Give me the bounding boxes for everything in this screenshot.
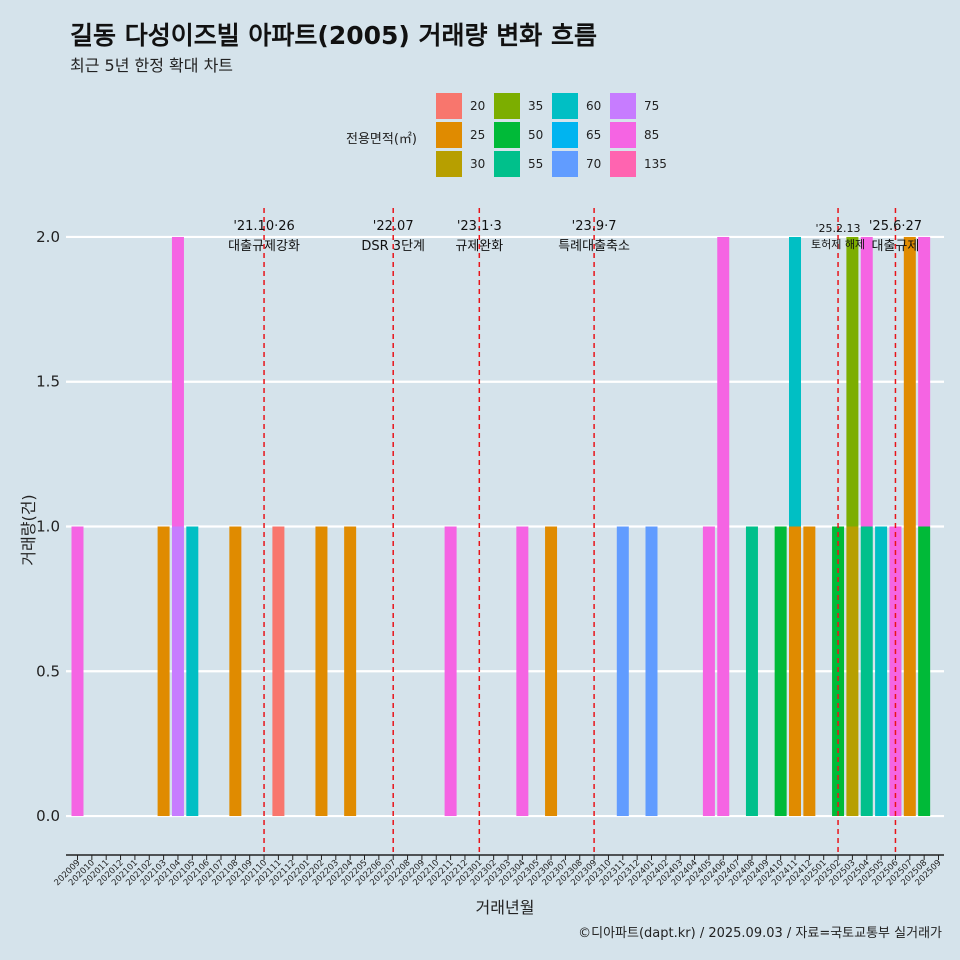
legend-swatch (552, 122, 578, 148)
legend-label: 75 (644, 99, 660, 113)
legend-label: 85 (644, 128, 660, 142)
y-tick-label: 0.0 (36, 807, 60, 825)
bar-50-202508 (918, 526, 931, 817)
event-label: 특례대출축소 (558, 239, 630, 254)
source-caption: ©디아파트(dapt.kr) / 2025.09.03 / 자료=국토교통부 실… (578, 926, 942, 941)
y-tick-label: 0.5 (36, 662, 60, 680)
legend-swatch (436, 122, 462, 148)
event-label: 대출규제강화 (228, 239, 300, 254)
event-date: '25.2.13 (816, 222, 861, 235)
bar-55-202504 (860, 526, 873, 817)
legend-label: 70 (586, 157, 602, 171)
bar-85-202406 (717, 236, 730, 817)
bar-85-202405 (702, 526, 715, 817)
event-date: '25.6·27 (869, 219, 922, 234)
legend-swatch (552, 151, 578, 177)
bar-75-202104 (171, 526, 184, 817)
y-tick-label: 1.5 (36, 373, 60, 391)
legend-swatch (436, 93, 462, 119)
event-date: '23.1·3 (457, 219, 502, 234)
event-label: 대출규제 (872, 239, 920, 254)
legend-swatch (552, 93, 578, 119)
legend: 20 25 30 35 50 55 60 65 70 75 85 135 (436, 93, 696, 183)
bar-70-202401 (645, 526, 658, 817)
bar-60-202505 (875, 526, 888, 817)
bar-85-202009 (71, 526, 84, 817)
legend-swatch (610, 122, 636, 148)
legend-label: 50 (528, 128, 544, 142)
bar-85-202304 (516, 526, 529, 817)
y-tick-label: 1.0 (36, 518, 60, 536)
event-date: '23.9·7 (572, 219, 617, 234)
legend-swatch (610, 151, 636, 177)
bar-60-202411 (789, 236, 801, 527)
bar-25-202204 (344, 526, 357, 817)
bar-85-202211 (444, 526, 457, 817)
bar-30-202503 (846, 526, 859, 817)
y-axis-title: 거래량(건) (19, 494, 38, 565)
bar-35-202503 (846, 236, 859, 527)
legend-label: 20 (470, 99, 486, 113)
legend-label: 135 (644, 157, 667, 171)
legend-label: 55 (528, 157, 544, 171)
bar-25-202306 (545, 526, 558, 817)
event-label: DSR 3단계 (361, 239, 425, 254)
legend-label: 30 (470, 157, 486, 171)
event-label: 토허제 해제 (811, 237, 865, 251)
bar-25-202507 (903, 236, 916, 817)
bar-25-202412 (803, 526, 816, 817)
bar-85-202504 (860, 236, 873, 527)
legend-label: 65 (586, 128, 602, 142)
bar-50-202410 (774, 526, 787, 817)
event-date: '21.10·26 (233, 219, 294, 234)
bar-20-202111 (272, 526, 285, 817)
bar-55-202408 (745, 526, 758, 817)
bar-60-202105 (186, 526, 199, 817)
legend-label: 60 (586, 99, 602, 113)
x-axis-title: 거래년월 (476, 898, 535, 917)
legend-swatch (610, 93, 636, 119)
legend-swatch (436, 151, 462, 177)
legend-label: 35 (528, 99, 544, 113)
bar-85-202104 (171, 236, 184, 527)
y-tick-label: 2.0 (36, 228, 60, 246)
legend-swatch (494, 122, 520, 148)
bar-85-202508 (918, 236, 931, 527)
bar-25-202411 (789, 526, 801, 817)
bar-25-202103 (157, 526, 170, 817)
legend-swatch (494, 93, 520, 119)
bar-25-202108 (229, 526, 242, 817)
legend-title: 전용면적(㎡) (346, 132, 417, 147)
chart-title: 길동 다성이즈빌 아파트(2005) 거래량 변화 흐름 (70, 21, 597, 50)
event-label: 규제완화 (455, 239, 503, 254)
legend-swatch (494, 151, 520, 177)
event-date: '22.07 (373, 219, 414, 234)
legend-label: 25 (470, 128, 486, 142)
chart-subtitle: 최근 5년 한정 확대 차트 (70, 56, 234, 75)
bar-70-202311 (616, 526, 629, 817)
bar-25-202202 (315, 526, 328, 817)
